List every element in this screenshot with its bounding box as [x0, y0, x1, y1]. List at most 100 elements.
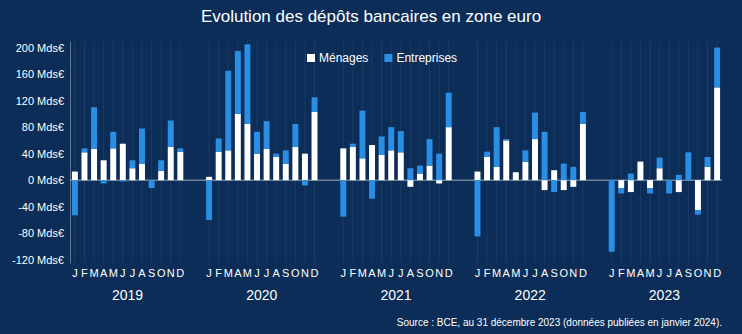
- grid-line: [563, 41, 564, 263]
- x-tick-label: N: [167, 267, 175, 279]
- x-tick: J: [72, 263, 78, 279]
- bar: [101, 160, 107, 180]
- bar: [513, 180, 519, 181]
- bar: [225, 71, 231, 151]
- x-tick-label: N: [435, 267, 443, 279]
- x-tick-label: S: [685, 267, 692, 279]
- grid-line: [573, 41, 574, 263]
- bar: [417, 174, 423, 181]
- grid-line: [678, 41, 679, 263]
- x-tick-label: M: [243, 267, 252, 279]
- x-tick: M: [626, 263, 635, 279]
- bar: [72, 180, 78, 215]
- bar: [264, 149, 270, 180]
- bar: [647, 188, 653, 193]
- x-tick: A: [637, 263, 645, 279]
- background: [0, 0, 742, 334]
- x-tick-label: S: [416, 267, 423, 279]
- bar: [532, 113, 538, 140]
- x-tick: D: [713, 263, 721, 279]
- x-tick-label: J: [398, 267, 404, 279]
- grid-line: [410, 41, 411, 263]
- bar: [542, 132, 548, 180]
- x-tick-label: M: [358, 267, 367, 279]
- x-tick: F: [484, 263, 491, 279]
- x-tick: N: [704, 263, 712, 279]
- y-tick-label: 80 Mds€: [22, 121, 64, 133]
- bar: [283, 150, 289, 163]
- y-tick-label: -120 Mds€: [12, 254, 64, 266]
- x-tick: D: [579, 263, 587, 279]
- source: Source : BCE, au 31 décembre 2023 (donné…: [397, 317, 722, 328]
- bar: [484, 152, 490, 157]
- bar: [91, 149, 97, 180]
- bar: [273, 157, 279, 180]
- bar: [570, 167, 576, 180]
- x-tick: J: [254, 263, 260, 279]
- x-tick: A: [675, 263, 683, 279]
- bar: [359, 111, 365, 159]
- x-tick: J: [657, 263, 663, 279]
- y-tick-label: -80 Mds€: [18, 227, 64, 239]
- x-tick: O: [425, 263, 434, 279]
- x-tick: D: [445, 263, 453, 279]
- bar: [254, 154, 260, 181]
- bar: [570, 180, 576, 187]
- x-tick-label: A: [675, 267, 683, 279]
- x-tick-label: F: [349, 267, 356, 279]
- y-tick-label: -40 Mds€: [18, 201, 64, 213]
- x-tick: F: [618, 263, 625, 279]
- x-tick: J: [130, 263, 136, 279]
- bar: [120, 180, 126, 181]
- legend: MénagesEntreprises: [307, 51, 457, 65]
- bar: [168, 147, 174, 180]
- x-tick: A: [368, 263, 376, 279]
- x-tick-label: J: [666, 267, 672, 279]
- bar: [388, 127, 394, 150]
- bar: [283, 164, 289, 181]
- bar: [542, 180, 548, 190]
- x-tick: J: [475, 263, 481, 279]
- y-tick: 40 Mds€: [22, 148, 70, 160]
- y-tick: -120 Mds€: [12, 254, 70, 266]
- bar: [494, 167, 500, 180]
- x-tick-label: A: [541, 267, 549, 279]
- bar: [446, 93, 452, 127]
- bar: [110, 148, 116, 180]
- bar: [561, 180, 567, 190]
- x-tick: O: [157, 263, 166, 279]
- x-tick-label: F: [81, 267, 88, 279]
- y-tick: -80 Mds€: [18, 227, 70, 239]
- x-tick: A: [138, 263, 146, 279]
- bar: [494, 127, 500, 167]
- bar: [340, 180, 346, 216]
- grid-line: [669, 41, 670, 263]
- bar: [407, 180, 413, 187]
- bar: [149, 180, 155, 188]
- x-tick: N: [167, 263, 175, 279]
- x-tick: J: [206, 263, 212, 279]
- bar: [580, 124, 586, 180]
- x-tick-label: J: [254, 267, 260, 279]
- x-tick-label: O: [559, 267, 568, 279]
- y-tick-label: 0 Mds€: [28, 174, 64, 186]
- year-label: 2023: [649, 287, 680, 303]
- bar: [312, 112, 318, 180]
- bar: [235, 51, 241, 114]
- x-tick: M: [243, 263, 252, 279]
- y-axis: -120 Mds€ -80 Mds€ -40 Mds€ 0 Mds€ 40 Mds€ 80…: [12, 42, 70, 266]
- legend-swatch: [307, 54, 315, 62]
- x-tick: J: [341, 263, 347, 279]
- bar: [475, 180, 481, 236]
- bar: [427, 139, 433, 166]
- bar: [225, 150, 231, 180]
- chart: Evolution des dépôts bancaires en zone e…: [0, 0, 742, 334]
- bar: [388, 150, 394, 180]
- series-1: [72, 44, 720, 251]
- x-tick: F: [349, 263, 356, 279]
- bar: [503, 139, 509, 140]
- bar: [628, 180, 634, 192]
- x-tick: A: [273, 263, 281, 279]
- x-tick: A: [407, 263, 415, 279]
- bar: [618, 180, 624, 188]
